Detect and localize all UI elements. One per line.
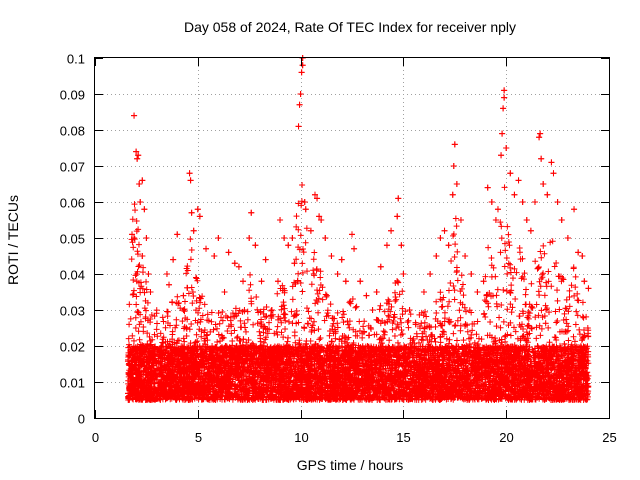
y-tick-label: 0.04	[60, 268, 85, 283]
x-tick-labels: 0 5 10 15 20 25	[92, 430, 617, 445]
x-axis-label: GPS time / hours	[297, 457, 404, 473]
y-tick-label: 0.09	[60, 88, 85, 103]
y-tick-label: 0.1	[67, 52, 85, 67]
y-axis-label: ROTI / TECUs	[5, 195, 21, 285]
y-tick-label: 0.06	[60, 196, 85, 211]
x-tick-label: 25	[602, 430, 616, 445]
x-tick-label: 10	[294, 430, 308, 445]
y-tick-label: 0.05	[60, 232, 85, 247]
y-tick-label: 0.07	[60, 160, 85, 175]
x-tick-label: 0	[92, 430, 99, 445]
y-tick-label: 0	[78, 412, 85, 427]
y-tick-labels: 0 0.01 0.02 0.03 0.04 0.05 0.06 0.07 0.08 0.09 0.1	[60, 52, 85, 427]
x-tick-label: 20	[499, 430, 513, 445]
data-point-cloud	[124, 55, 592, 403]
points-layer	[124, 55, 592, 403]
y-tick-label: 0.08	[60, 124, 85, 139]
x-tick-label: 5	[195, 430, 202, 445]
chart-title: Day 058 of 2024, Rate Of TEC Index for r…	[184, 19, 516, 35]
y-tick-label: 0.03	[60, 304, 85, 319]
y-tick-label: 0.01	[60, 376, 85, 391]
y-tick-label: 0.02	[60, 340, 85, 355]
x-tick-label: 15	[396, 430, 410, 445]
